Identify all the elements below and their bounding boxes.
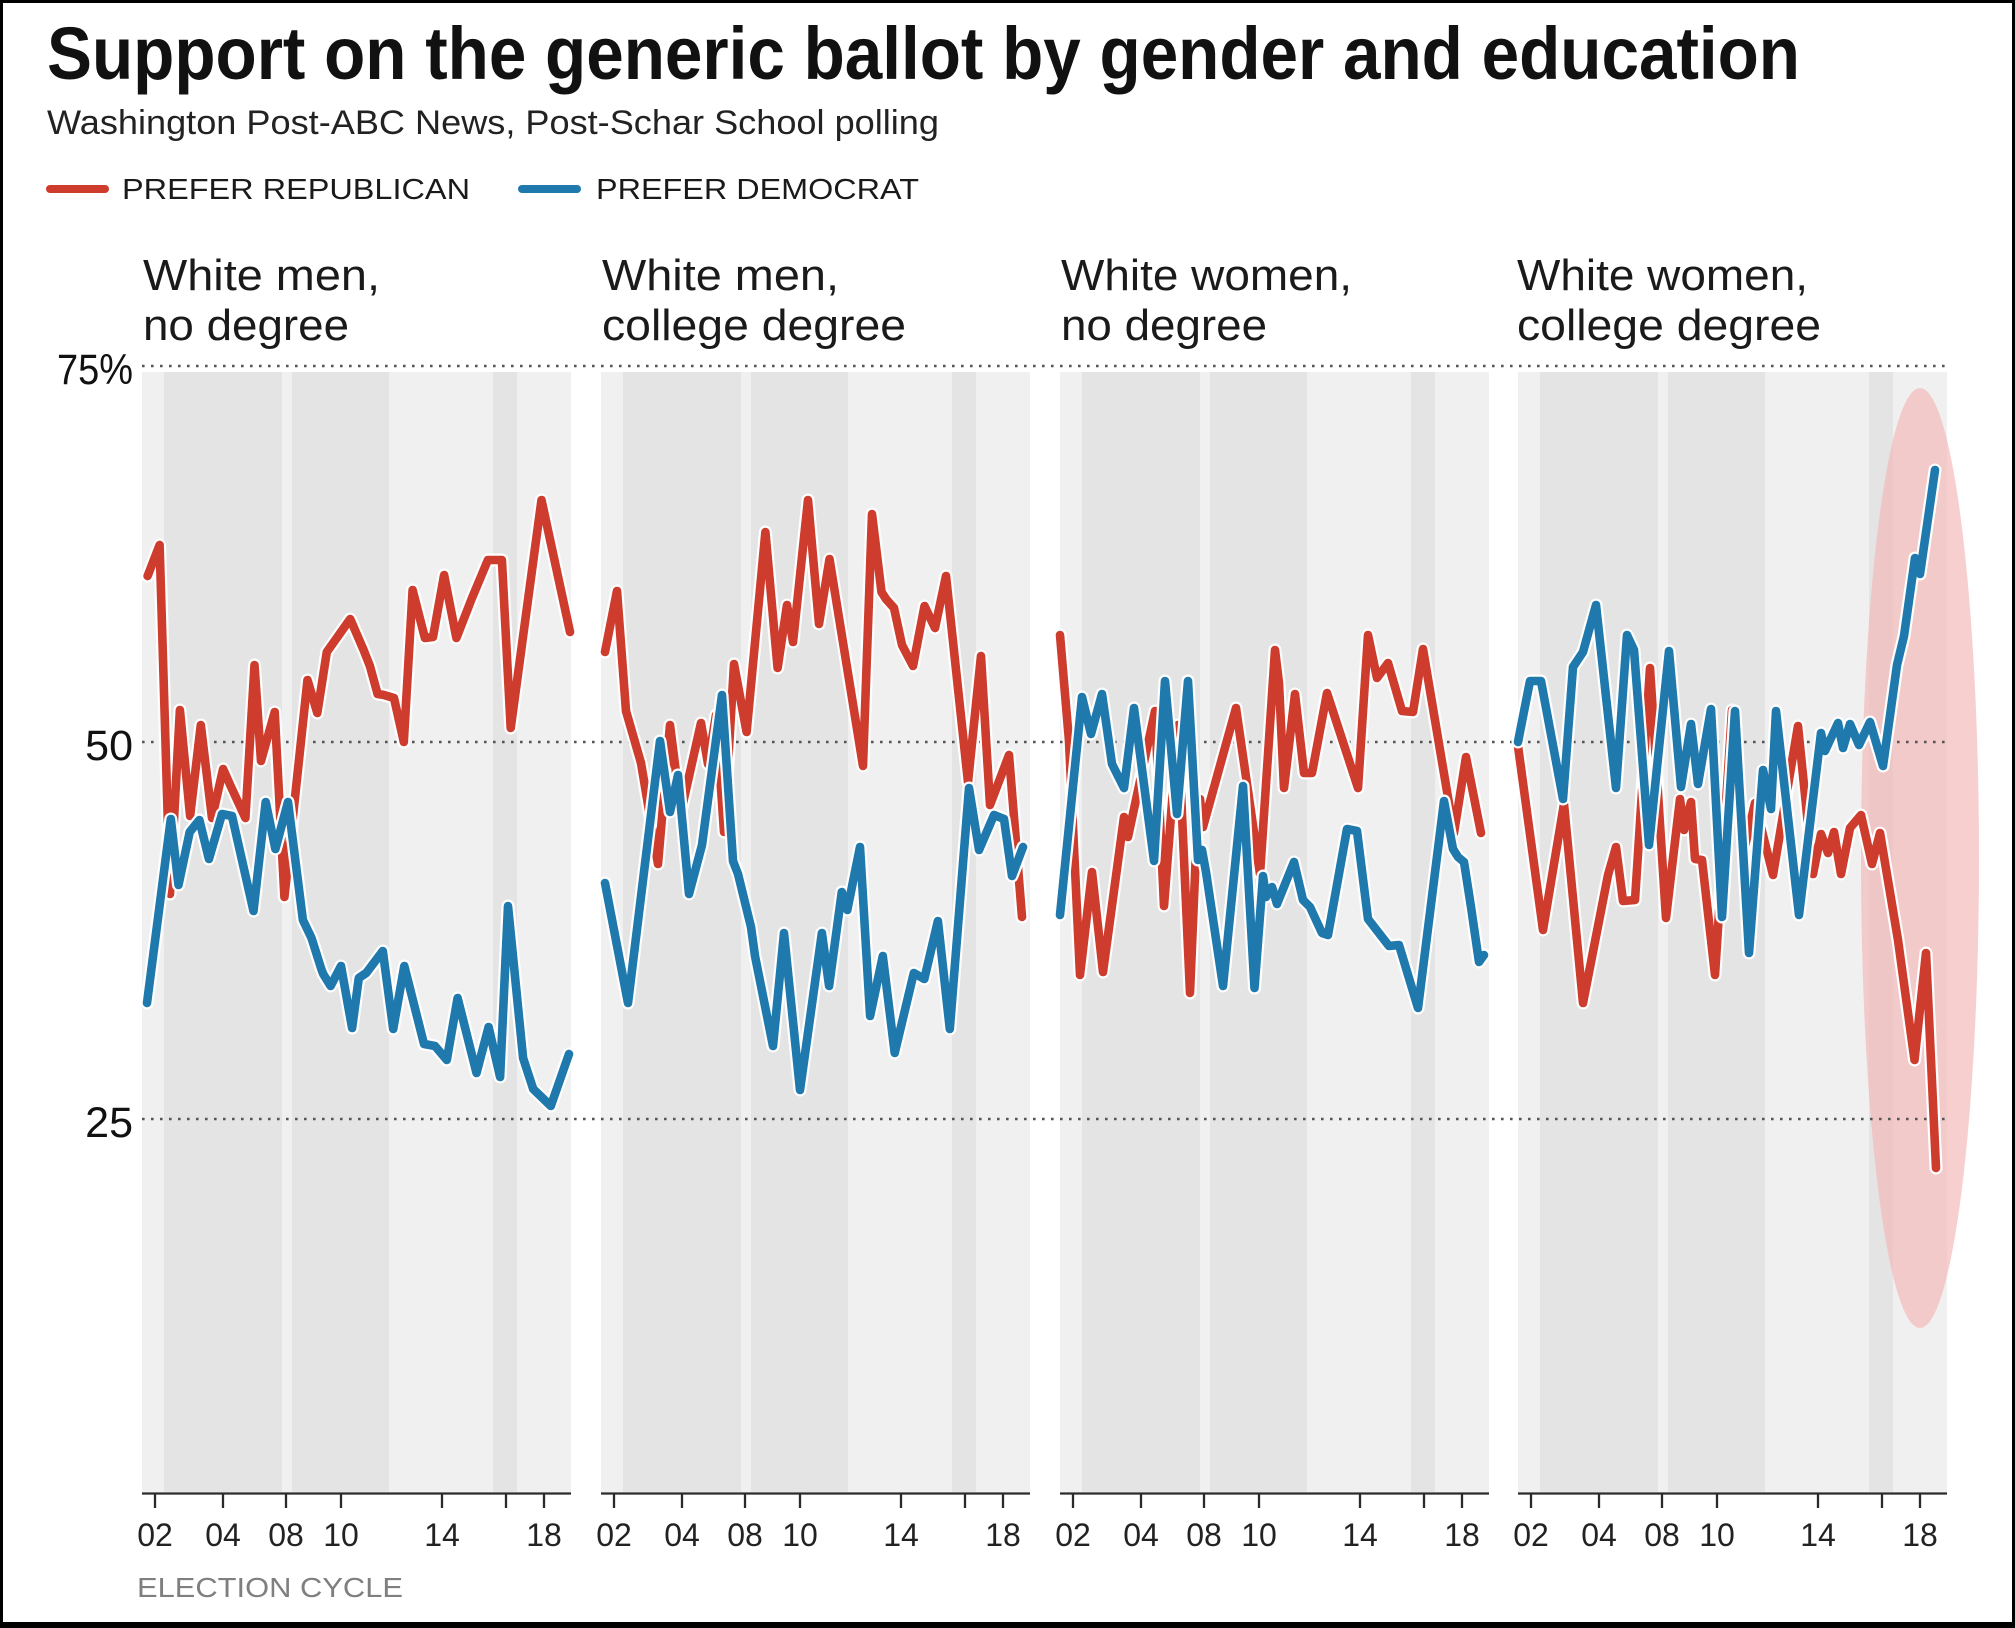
svg-text:18: 18 [985, 1517, 1021, 1553]
svg-text:college degree: college degree [602, 301, 906, 350]
svg-text:White women,: White women, [1517, 251, 1808, 300]
svg-text:08: 08 [727, 1517, 763, 1553]
svg-text:Support on the generic ballot: Support on the generic ballot by gender … [47, 12, 1800, 95]
svg-text:08: 08 [1644, 1517, 1680, 1553]
svg-text:no degree: no degree [143, 301, 349, 350]
svg-text:04: 04 [205, 1517, 241, 1553]
svg-text:White men,: White men, [602, 251, 839, 300]
svg-text:White women,: White women, [1061, 251, 1352, 300]
svg-text:02: 02 [137, 1517, 173, 1553]
svg-text:04: 04 [1581, 1517, 1617, 1553]
svg-text:18: 18 [1444, 1517, 1480, 1553]
svg-text:14: 14 [1342, 1517, 1378, 1553]
svg-text:10: 10 [323, 1517, 359, 1553]
svg-text:no degree: no degree [1061, 301, 1267, 350]
svg-text:10: 10 [782, 1517, 818, 1553]
svg-text:08: 08 [268, 1517, 304, 1553]
svg-text:ELECTION CYCLE: ELECTION CYCLE [137, 1572, 403, 1603]
svg-text:PREFER REPUBLICAN: PREFER REPUBLICAN [122, 174, 470, 206]
svg-text:college degree: college degree [1517, 301, 1821, 350]
svg-text:White men,: White men, [143, 251, 380, 300]
svg-text:50: 50 [85, 722, 133, 770]
svg-text:02: 02 [1513, 1517, 1549, 1553]
svg-text:PREFER DEMOCRAT: PREFER DEMOCRAT [596, 174, 919, 206]
svg-text:14: 14 [1800, 1517, 1836, 1553]
svg-text:14: 14 [424, 1517, 460, 1553]
svg-text:14: 14 [883, 1517, 919, 1553]
svg-text:02: 02 [1055, 1517, 1091, 1553]
svg-text:18: 18 [1902, 1517, 1938, 1553]
svg-text:75%: 75% [57, 346, 133, 394]
svg-text:08: 08 [1186, 1517, 1222, 1553]
svg-text:18: 18 [526, 1517, 562, 1553]
svg-text:10: 10 [1241, 1517, 1277, 1553]
svg-text:10: 10 [1699, 1517, 1735, 1553]
svg-text:Washington Post-ABC News, Post: Washington Post-ABC News, Post-Schar Sch… [47, 104, 939, 142]
svg-text:04: 04 [664, 1517, 700, 1553]
svg-text:04: 04 [1123, 1517, 1159, 1553]
svg-text:02: 02 [596, 1517, 632, 1553]
svg-text:25: 25 [85, 1099, 133, 1147]
